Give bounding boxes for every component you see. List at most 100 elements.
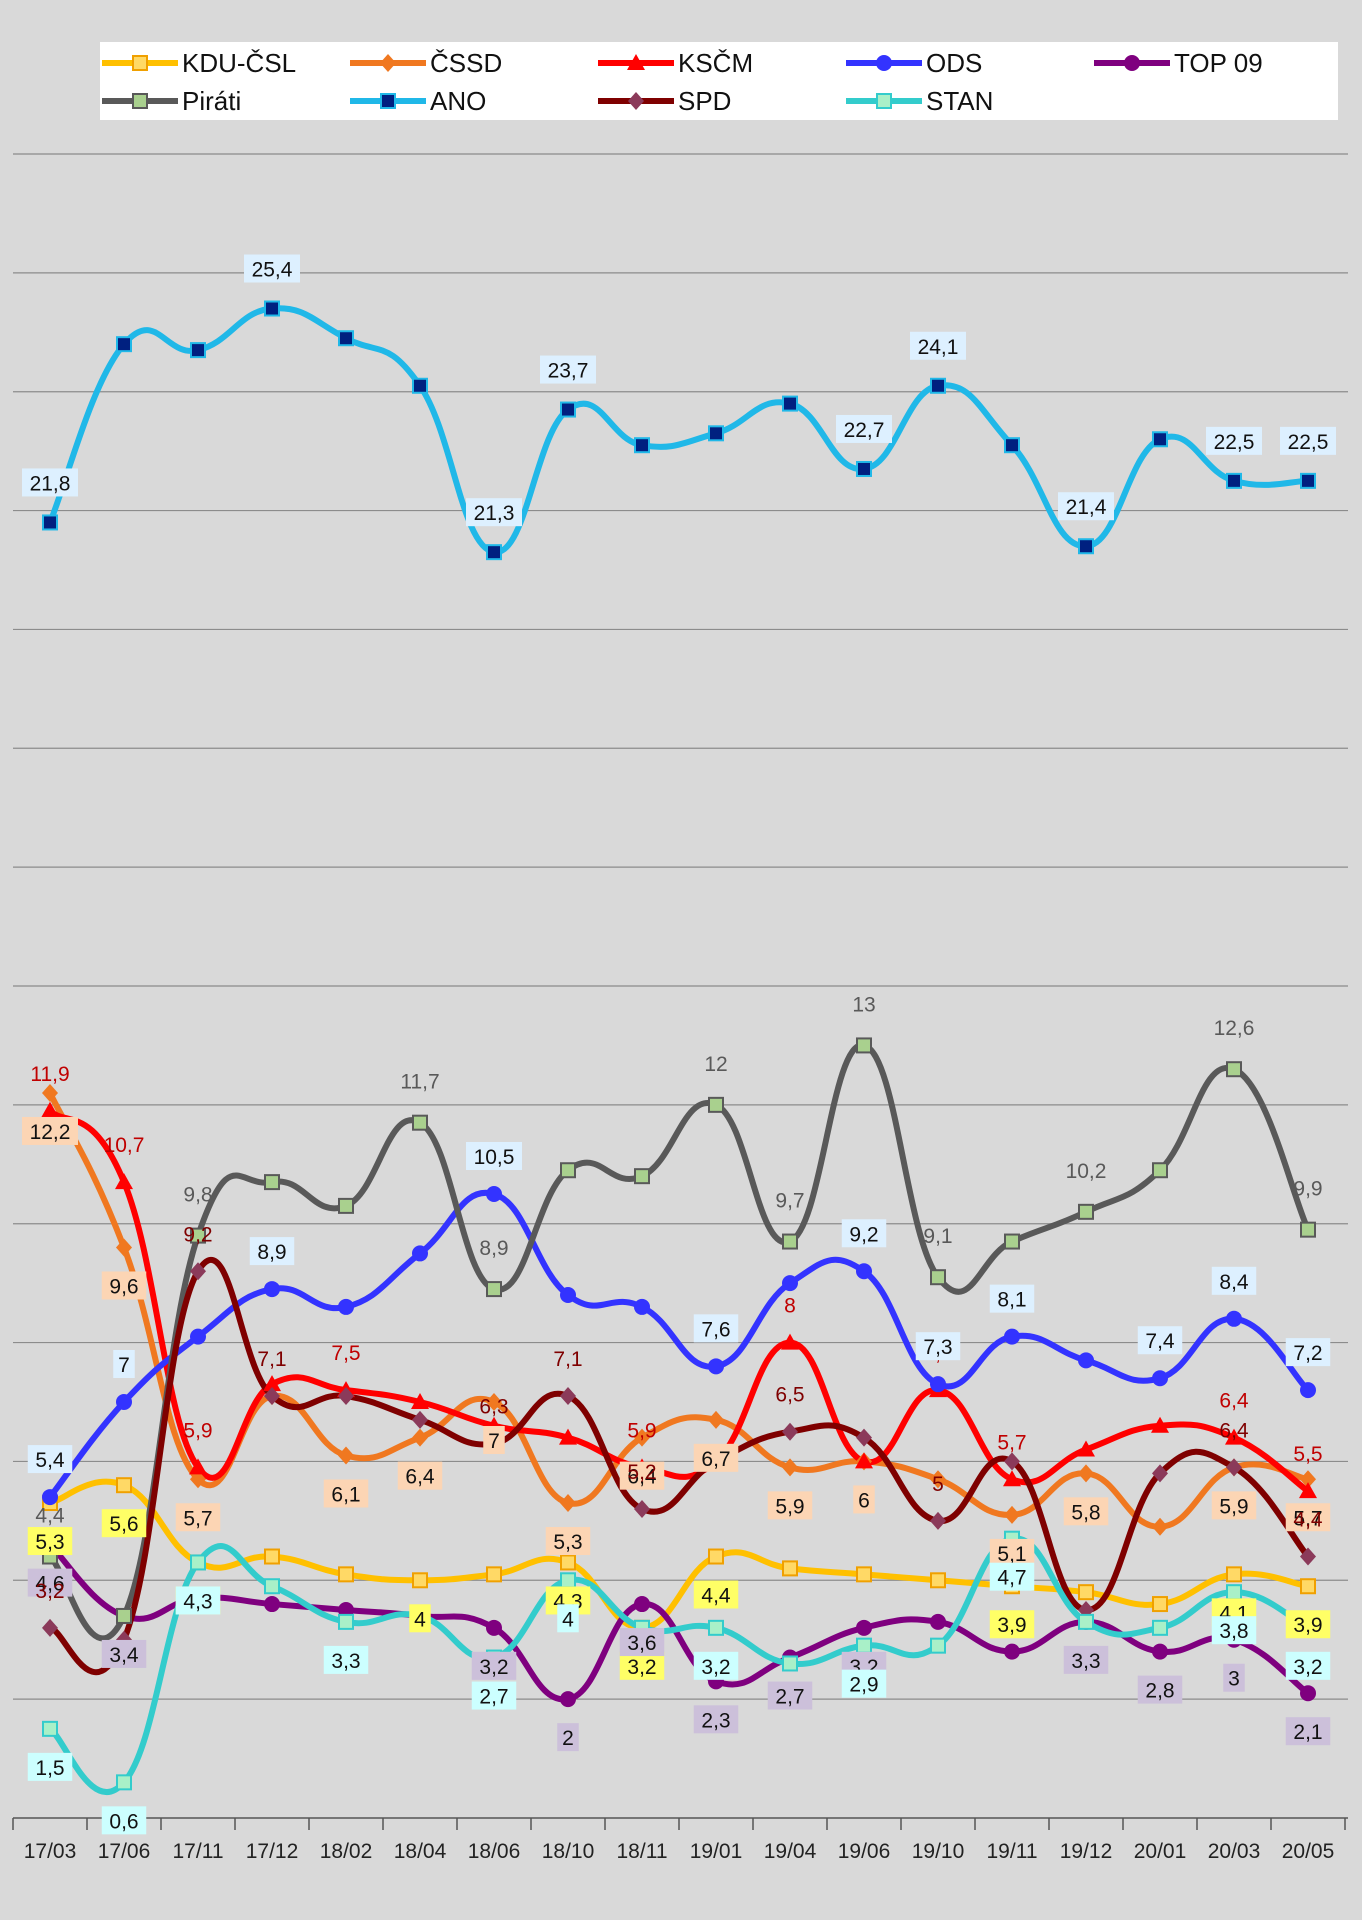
data-label-bg-ssd [22,1116,78,1145]
marker-ano [782,395,798,412]
marker-ks-m [115,1173,133,1190]
data-label-bg-top-09 [27,1568,73,1597]
data-label-bg-kdu-sl [693,1580,739,1609]
data-label-ssd: 6,1 [331,1483,360,1506]
data-label-bg-top-09 [471,1651,517,1680]
marker-kdu-sl [116,1477,132,1494]
marker-spd [264,1387,280,1406]
data-label-bg-ods [113,1350,135,1378]
data-label-ano: 22,5 [1214,431,1255,454]
marker-ssd [338,1446,354,1465]
data-label-bg-stan [989,1562,1035,1591]
x-tick-label: 17/11 [173,1840,224,1863]
data-label-stan: 4 [562,1608,574,1631]
data-label-bg-top-09 [619,1628,665,1657]
marker-kdu-sl [1078,1584,1094,1601]
marker-kdu-sl [1300,1578,1316,1595]
data-label-bg-stan [471,1681,517,1710]
marker-pir-ti [856,1037,872,1054]
data-label-top-09: 3,4 [109,1644,139,1667]
marker-ods [930,1376,946,1393]
data-label-bg-ssd [323,1479,369,1508]
data-label-ssd: 5,9 [775,1495,804,1518]
data-label-bg-ssd [1211,1491,1257,1520]
marker-ano [634,437,650,454]
marker-spd [190,1262,206,1281]
x-axis: 17/03 17/06 17/11 17/12 18/02 18/04 18/06 18/10… [12,1817,1348,1863]
data-label-top-09: 3,2 [479,1656,508,1679]
data-label-spd: 7,1 [553,1348,582,1371]
data-label-ssd: 5,7 [183,1507,212,1530]
legend-label-ods: ODS [926,48,982,78]
data-label-spd: 5,2 [627,1461,656,1484]
data-label-ssd: 5,3 [553,1531,582,1554]
marker-ks-m [189,1458,207,1475]
marker-ano [1300,472,1316,489]
data-label-ods: 9,2 [849,1223,878,1246]
data-label-ks-m: 10,7 [104,1134,145,1157]
data-label-top-09: 2,7 [775,1686,804,1709]
data-label-ks-m: 5,9 [183,1419,212,1442]
data-label-ssd: 6,7 [701,1448,730,1471]
marker-ssd [708,1410,724,1429]
data-label-ano: 22,7 [844,419,885,442]
data-label-bg-ano [910,331,966,360]
data-label-bg-ssd [101,1271,147,1300]
data-label-bg-ods [1285,1338,1331,1367]
data-label-bg-ssd [545,1527,591,1556]
data-label-bg-kdu-sl [989,1610,1035,1639]
x-tick-label: 17/12 [246,1840,299,1863]
legend-label-ssd: ČSSD [430,48,502,78]
data-label-pir-ti: 9,9 [1293,1178,1322,1201]
data-label-ano: 22,5 [1288,431,1329,454]
data-label-top-09: 3,3 [1071,1650,1100,1673]
marker-ods [190,1328,206,1345]
legend-swatch-marker-ano [380,93,396,109]
marker-ssd [782,1458,798,1477]
marker-ano [1004,437,1020,454]
data-label-top-09: 2 [562,1727,574,1750]
data-label-bg-top-09 [1137,1675,1183,1704]
legend-label-ano: ANO [430,86,486,116]
data-label-ods: 5,4 [35,1449,65,1472]
data-label-ods: 8,4 [1219,1271,1249,1294]
x-tick-label: 20/03 [1208,1840,1261,1863]
data-label-bg-stan [693,1651,739,1680]
series-markers [41,300,1317,1791]
marker-ssd [116,1238,132,1257]
marker-ks-m [1003,1470,1021,1487]
marker-pir-ti [1078,1203,1094,1220]
marker-top-09 [634,1596,650,1613]
marker-ks-m [559,1428,577,1445]
marker-ods [1226,1310,1242,1327]
marker-ods [412,1245,428,1262]
data-label-bg-ano [1058,492,1114,521]
marker-ks-m [1077,1440,1095,1457]
marker-top-09 [264,1596,280,1613]
marker-top-09 [1152,1643,1168,1660]
legend-label-ks-m: KSČM [678,48,753,78]
data-label-kdu-sl: 4,4 [701,1585,731,1608]
marker-ods [264,1281,280,1298]
marker-spd [930,1511,946,1530]
marker-ks-m [263,1375,281,1392]
marker-kdu-sl [782,1560,798,1577]
data-label-ods: 10,5 [474,1146,515,1169]
data-label-bg-stan [1211,1616,1257,1645]
marker-ks-m [41,1101,59,1118]
marker-ks-m [1151,1416,1169,1433]
legend-swatch-marker-ssd [380,54,396,72]
marker-pir-ti [1226,1061,1242,1078]
data-label-bg-ssd [397,1461,443,1490]
data-label-ks-m: 5,5 [1293,1443,1322,1466]
marker-spd [634,1499,650,1518]
marker-ano [264,300,280,317]
marker-stan [190,1554,206,1571]
data-label-bg-ano [1206,426,1262,455]
data-label-kdu-sl: 3,9 [1293,1614,1322,1637]
x-tick-label: 19/06 [838,1840,891,1863]
marker-ssd [1004,1505,1020,1524]
marker-ssd [42,1083,58,1102]
marker-top-09 [560,1691,576,1708]
data-label-bg-ods [27,1445,73,1474]
